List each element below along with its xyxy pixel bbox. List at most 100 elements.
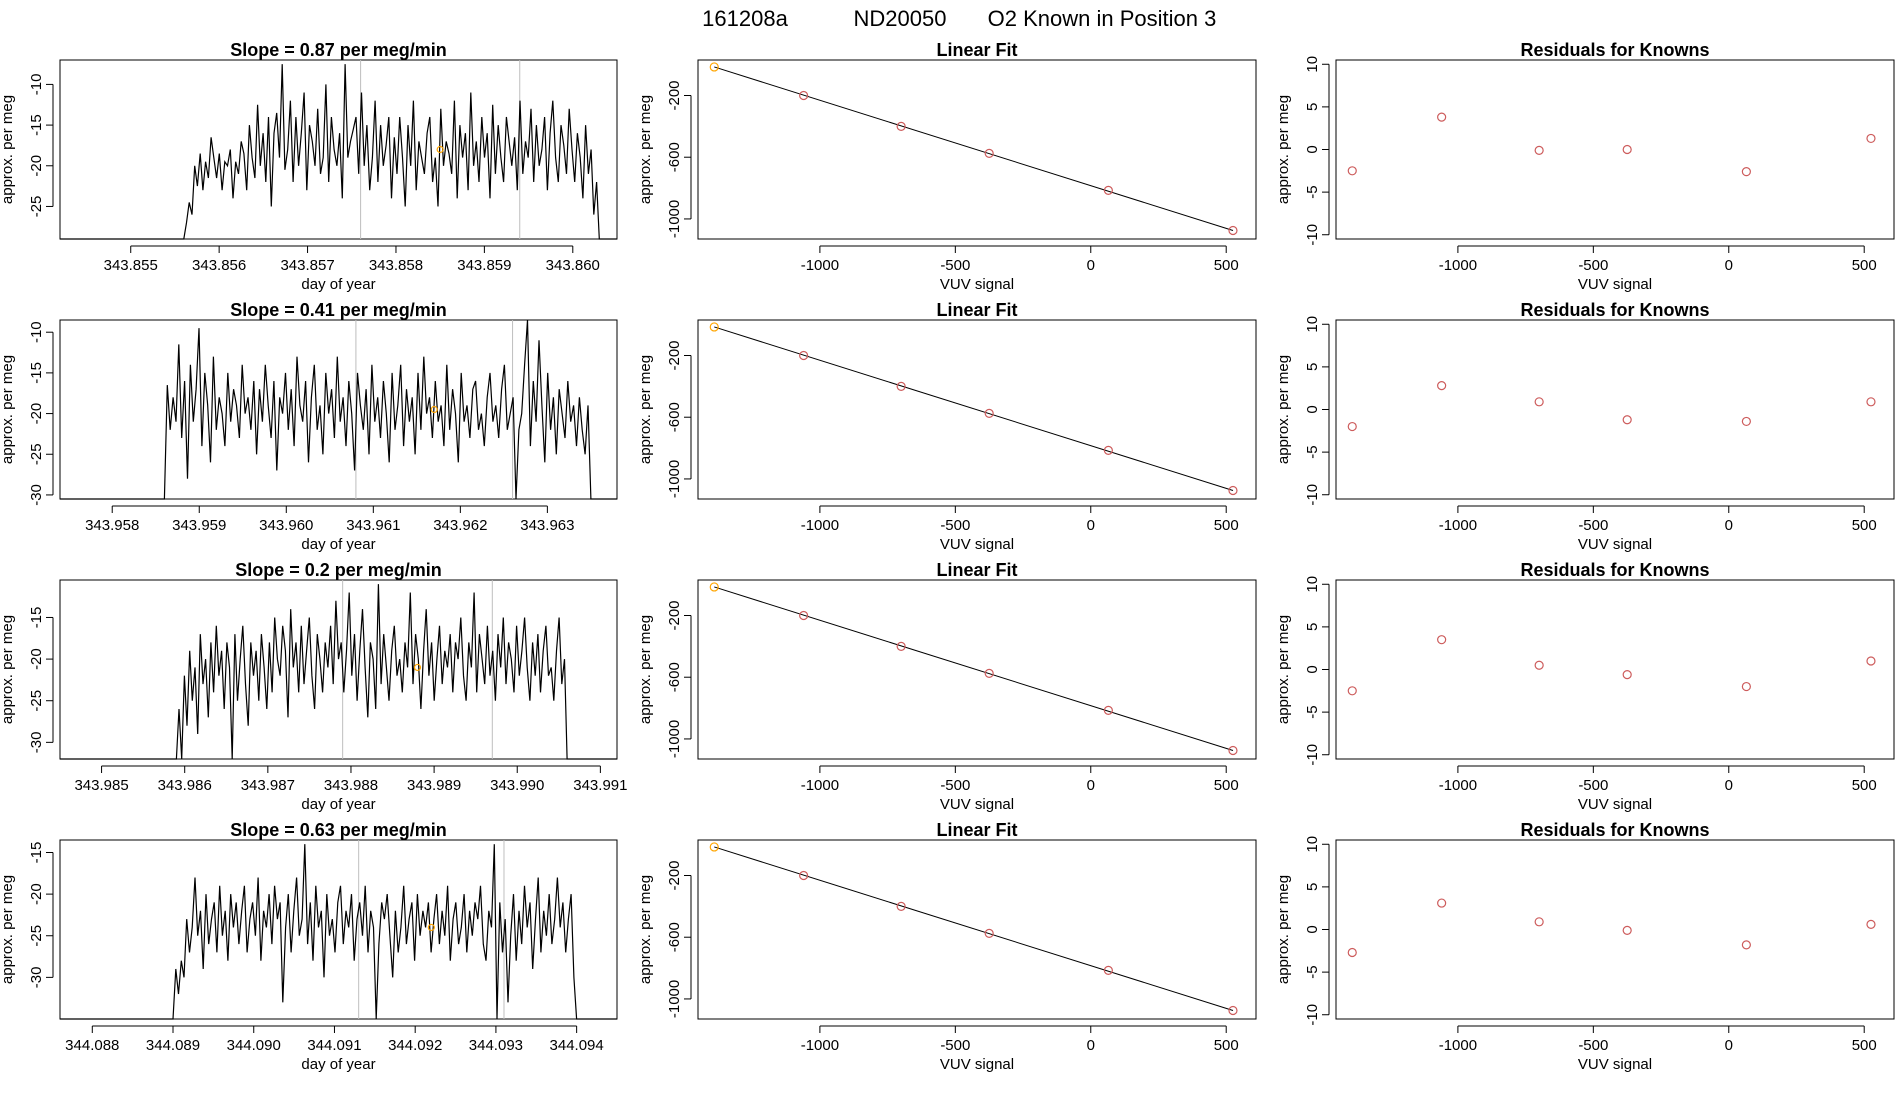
highlight-point xyxy=(413,663,422,672)
y-tick-label: -200 xyxy=(666,80,683,110)
x-tick-label: 343.988 xyxy=(324,777,378,794)
data-point xyxy=(1103,705,1113,715)
data-point xyxy=(799,350,809,361)
x-tick-label: 343.959 xyxy=(172,517,226,534)
x-tick-label: 0 xyxy=(1725,517,1733,534)
x-tick-label: 343.961 xyxy=(346,517,400,534)
y-axis-label: approx. per meg xyxy=(637,95,654,204)
x-tick-label: -500 xyxy=(940,257,970,274)
x-tick-label: -500 xyxy=(1578,777,1608,794)
data-point xyxy=(1347,686,1357,696)
y-tick-label: 0 xyxy=(1304,145,1321,153)
x-tick-label: 0 xyxy=(1087,1037,1095,1054)
x-tick-label: 500 xyxy=(1214,517,1239,534)
chart-title: Residuals for Knowns xyxy=(1520,560,1709,580)
data-point xyxy=(799,870,809,881)
x-tick-label: 344.089 xyxy=(146,1037,200,1054)
y-tick-label: -30 xyxy=(28,967,45,989)
data-point xyxy=(1228,485,1238,496)
x-tick-label: 343.859 xyxy=(457,257,511,274)
plot-frame xyxy=(1335,59,1895,240)
data-point xyxy=(984,408,994,418)
data-point xyxy=(896,381,906,391)
x-tick-label: 0 xyxy=(1725,257,1733,274)
data-point xyxy=(1534,397,1544,407)
data-point xyxy=(1437,112,1447,122)
highlight-point xyxy=(430,405,438,414)
data-point xyxy=(799,610,809,621)
x-tick-label: 500 xyxy=(1214,1037,1239,1054)
panel-scatter-2-3: Residuals for Knowns -1000 -500 0 500 VUV sig… xyxy=(1275,300,1895,553)
data-point xyxy=(984,928,994,938)
data-point xyxy=(1741,681,1751,692)
y-tick-label: -1000 xyxy=(666,460,683,498)
y-tick-label: 5 xyxy=(1304,883,1321,891)
page-title-run-id: 161208a xyxy=(702,6,788,31)
y-tick-label: -600 xyxy=(666,662,683,692)
highlight-point xyxy=(436,145,444,154)
data-point xyxy=(1866,397,1876,407)
panel-scatter-4-3: Residuals for Knowns -1000 -500 0 500 VUV sig… xyxy=(1275,820,1895,1073)
x-tick-label: 343.860 xyxy=(546,257,600,274)
plot-frame xyxy=(59,579,618,760)
x-tick-label: -1000 xyxy=(1439,777,1477,794)
y-tick-label: -10 xyxy=(1304,484,1321,506)
x-tick-label: 0 xyxy=(1087,517,1095,534)
y-axis-label: approx. per meg xyxy=(0,875,16,984)
y-tick-label: -25 xyxy=(28,443,45,465)
x-tick-label: 0 xyxy=(1725,777,1733,794)
y-tick-label: -25 xyxy=(28,925,45,947)
data-point xyxy=(1534,660,1544,670)
x-tick-label: -1000 xyxy=(801,1037,839,1054)
x-tick-label: 343.991 xyxy=(573,777,627,794)
x-tick-label: -1000 xyxy=(801,777,839,794)
y-tick-label: -200 xyxy=(666,600,683,630)
plot-frame xyxy=(59,319,618,500)
data-point xyxy=(709,322,719,332)
data-series-line xyxy=(60,844,617,1020)
y-tick-label: -600 xyxy=(666,402,683,432)
chart-title: Linear Fit xyxy=(936,40,1017,60)
y-tick-label: 5 xyxy=(1304,623,1321,631)
x-tick-label: 344.088 xyxy=(65,1037,119,1054)
panel-line-2-1: Slope = 0.41 per meg/min 343.958 343.959 34… xyxy=(0,300,618,553)
x-axis-label: day of year xyxy=(301,276,375,293)
page-title-description: O2 Known in Position 3 xyxy=(988,6,1217,31)
panel-scatter-4-2: Linear Fit -1000 -500 0 500 VUV signal -1000 -6… xyxy=(637,820,1257,1073)
x-tick-label: 500 xyxy=(1852,777,1877,794)
plot-frame xyxy=(697,319,1257,500)
data-point xyxy=(984,668,994,678)
y-axis-label: approx. per meg xyxy=(1275,95,1292,204)
y-tick-label: -25 xyxy=(28,196,45,218)
y-tick-label: -20 xyxy=(28,155,45,177)
y-tick-label: -25 xyxy=(28,690,45,712)
data-point xyxy=(709,62,719,72)
y-tick-label: -1000 xyxy=(666,200,683,238)
y-tick-label: 0 xyxy=(1304,925,1321,933)
y-tick-label: -10 xyxy=(28,74,45,96)
data-series-line xyxy=(60,584,617,760)
y-tick-label: -600 xyxy=(666,922,683,952)
data-point xyxy=(1103,185,1113,195)
data-point xyxy=(709,842,719,852)
y-tick-label: 10 xyxy=(1304,576,1321,593)
y-tick-label: -30 xyxy=(28,484,45,506)
y-tick-label: 5 xyxy=(1304,103,1321,111)
x-tick-label: 500 xyxy=(1852,517,1877,534)
x-axis-label: VUV signal xyxy=(1578,796,1652,813)
y-tick-label: -15 xyxy=(28,362,45,384)
chart-title: Slope = 0.63 per meg/min xyxy=(230,820,447,840)
x-tick-label: 500 xyxy=(1214,257,1239,274)
x-axis-label: day of year xyxy=(301,536,375,553)
x-axis-label: day of year xyxy=(301,1056,375,1073)
data-point xyxy=(1622,415,1632,425)
x-axis-label: day of year xyxy=(301,796,375,813)
data-point xyxy=(709,582,719,592)
x-tick-label: -500 xyxy=(1578,257,1608,274)
panel-scatter-1-2: Linear Fit -1000 -500 0 500 VUV signal -1000 -6… xyxy=(637,40,1257,293)
data-point xyxy=(1437,381,1447,391)
data-point xyxy=(1437,898,1447,908)
y-tick-label: -30 xyxy=(28,732,45,754)
x-tick-label: 343.985 xyxy=(74,777,128,794)
fit-line xyxy=(714,326,1234,491)
